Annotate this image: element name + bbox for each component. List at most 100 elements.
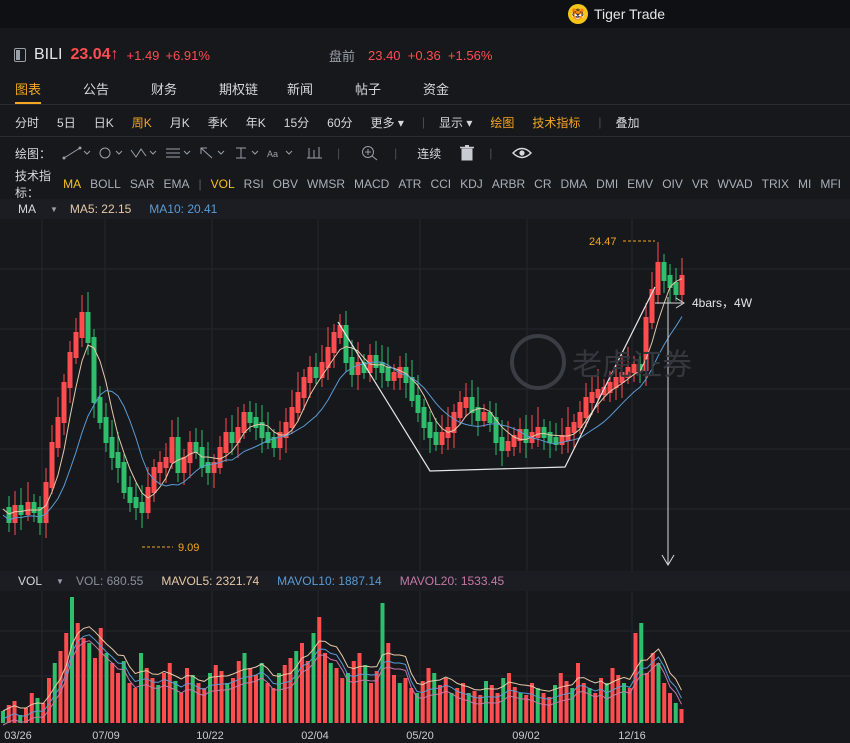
volume-bar <box>254 675 258 723</box>
indicator-obv[interactable]: OBV <box>272 177 299 191</box>
indicator-ema[interactable]: EMA <box>163 177 190 191</box>
indicator-wmsr[interactable]: WMSR <box>307 177 346 191</box>
indicator-cr[interactable]: CR <box>534 177 552 191</box>
indicator-cci[interactable]: CCI <box>430 177 452 191</box>
volume-bar <box>317 617 322 723</box>
continuous-drawing-toggle[interactable]: 连续 <box>417 146 442 161</box>
volume-bar <box>328 663 333 723</box>
period-7[interactable]: 15分 <box>283 115 310 130</box>
overlay-button[interactable]: 叠加 <box>615 115 640 130</box>
volume-bar <box>271 688 276 723</box>
indicator-kdj[interactable]: KDJ <box>460 177 483 191</box>
indicator-macd[interactable]: MACD <box>354 177 390 191</box>
indicator-wvad[interactable]: WVAD <box>717 177 753 191</box>
period-8[interactable]: 60分 <box>327 115 353 130</box>
chevron-down-icon[interactable]: ▼ <box>50 204 58 214</box>
price-chart[interactable]: 4bars，4W 24.47 9.09 老虎证券 <box>0 219 850 571</box>
display-menu[interactable]: 显示 ▾ <box>438 115 473 130</box>
separator: | <box>198 177 202 191</box>
tab-3[interactable]: 期权链 <box>219 82 259 97</box>
volume-bar <box>599 678 603 723</box>
candle <box>673 282 679 295</box>
indicator-arbr[interactable]: ARBR <box>491 177 526 191</box>
visibility-eye-icon[interactable] <box>506 145 538 161</box>
indicator-dma[interactable]: DMA <box>560 177 588 191</box>
title-bar: 🐯 Tiger Trade <box>0 0 850 28</box>
candle <box>493 417 499 443</box>
wave-tool-icon[interactable] <box>129 145 161 161</box>
period-1[interactable]: 5日 <box>57 115 76 130</box>
candle <box>619 372 625 383</box>
volume-bar <box>127 683 132 723</box>
period-toolbar: 分时 5日 日K 周K 月K 季K 年K 15分 60分 更多 ▾ | 显示 ▾ 绘图 技术指标 … <box>0 110 850 134</box>
candle <box>601 387 607 395</box>
period-0[interactable]: 分时 <box>15 115 40 130</box>
bars-pattern-icon[interactable] <box>299 145 331 161</box>
tab-1[interactable]: 公告 <box>83 82 110 97</box>
volume-bar <box>47 678 51 723</box>
period-2[interactable]: 日K <box>93 115 114 130</box>
tab-0[interactable]: 图表 <box>15 78 42 104</box>
panel-toggle-icon[interactable] <box>14 48 26 62</box>
period-4[interactable]: 月K <box>169 115 190 130</box>
indicator-boll[interactable]: BOLL <box>90 177 121 191</box>
indicator-mi[interactable]: MI <box>797 177 812 191</box>
tab-6[interactable]: 资金 <box>423 82 450 97</box>
volume-bar <box>570 688 575 723</box>
candle <box>499 437 505 451</box>
indicator-trix[interactable]: TRIX <box>761 177 789 191</box>
period-6[interactable]: 年K <box>245 115 266 130</box>
candle <box>391 372 397 381</box>
price-change-pct: +6.91% <box>165 47 210 63</box>
period-9[interactable]: 更多 ▾ <box>370 115 404 130</box>
period-3[interactable]: 周K <box>131 115 152 130</box>
volume-bar <box>196 683 201 723</box>
volume-chart[interactable]: 03/26 07/09 10/22 02/04 05/20 09/02 12/16 <box>0 591 850 743</box>
candle <box>301 377 307 398</box>
indicator-emv[interactable]: EMV <box>627 177 654 191</box>
zoom-icon[interactable] <box>354 145 386 161</box>
candle <box>379 362 385 373</box>
indicator-atr[interactable]: ATR <box>398 177 422 191</box>
premarket-price: 23.40 <box>368 47 401 63</box>
volume-bar <box>518 693 523 723</box>
volume-bar <box>397 683 402 723</box>
text-tool-icon[interactable]: Aa <box>265 145 297 161</box>
candle <box>31 502 37 513</box>
indicator-oiv[interactable]: OIV <box>662 177 683 191</box>
candle <box>517 429 523 441</box>
candle <box>589 392 595 403</box>
indicators-toggle[interactable]: 技术指标 <box>532 115 581 130</box>
trash-icon[interactable] <box>451 145 483 161</box>
drawing-toggle[interactable]: 绘图 <box>490 115 515 130</box>
chevron-down-icon[interactable]: ▼ <box>56 576 64 586</box>
volume-bar <box>213 665 218 723</box>
ma-indicator-select[interactable]: MA <box>18 202 36 216</box>
volume-bar <box>173 681 178 723</box>
x-tick-label: 02/04 <box>301 730 329 742</box>
tab-5[interactable]: 帖子 <box>355 82 382 97</box>
indicator-ma[interactable]: MA <box>63 177 82 191</box>
tab-2[interactable]: 财务 <box>151 82 178 97</box>
candle <box>553 437 559 445</box>
volume-bar <box>403 678 408 723</box>
volume-bar <box>656 663 661 723</box>
indicator-dmi[interactable]: DMI <box>596 177 619 191</box>
indicator-mfi[interactable]: MFI <box>820 177 841 191</box>
shape-tool-icon[interactable] <box>95 145 127 161</box>
measure-tool-icon[interactable] <box>231 145 263 161</box>
indicator-sar[interactable]: SAR <box>129 177 155 191</box>
indicator-rsi[interactable]: RSI <box>243 177 264 191</box>
trendline-tool-icon[interactable] <box>61 145 93 161</box>
arrow-tool-icon[interactable] <box>197 145 229 161</box>
fibonacci-tool-icon[interactable] <box>163 145 195 161</box>
vol-indicator-select[interactable]: VOL <box>18 574 43 588</box>
indicator-vol[interactable]: VOL <box>210 177 235 191</box>
tab-4[interactable]: 新闻 <box>287 82 314 97</box>
candle <box>163 457 169 468</box>
volume-bar <box>288 658 293 723</box>
period-5[interactable]: 季K <box>207 115 228 130</box>
indicator-vr[interactable]: VR <box>691 177 709 191</box>
volume-bar <box>650 653 655 723</box>
volume-bar <box>242 653 247 723</box>
